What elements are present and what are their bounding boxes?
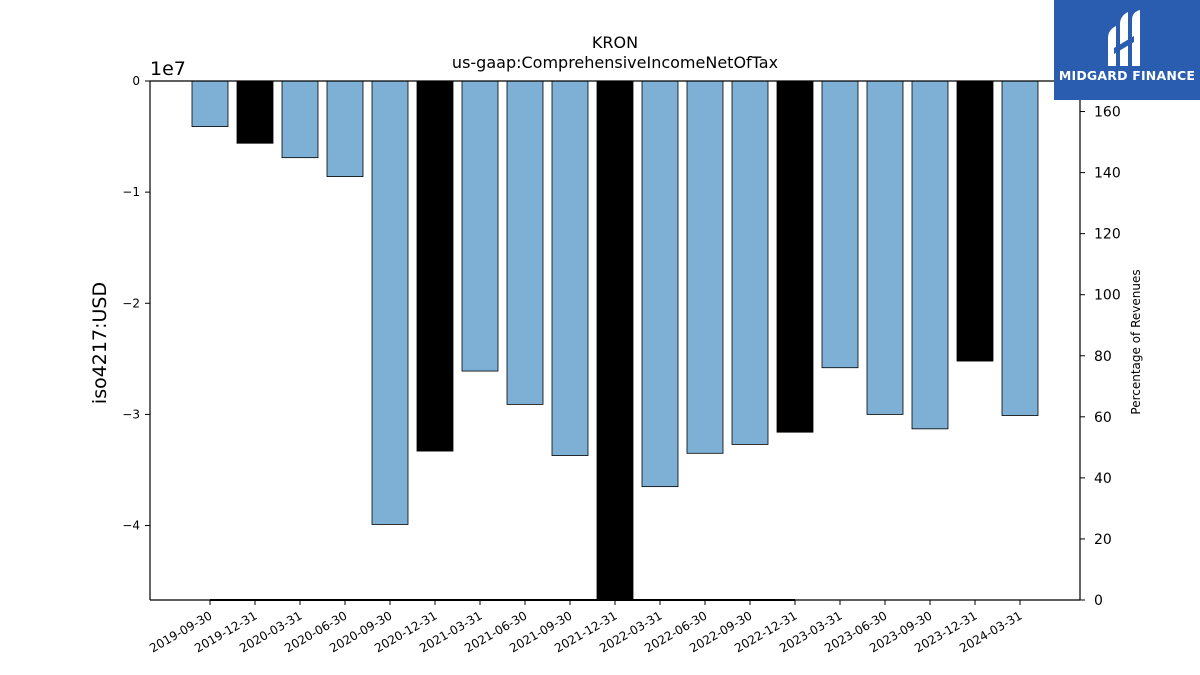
y2-tick-label: 40 [1094,471,1112,487]
bar-2019-12-31 [236,80,274,144]
bars-group [191,80,1039,601]
bar-2024-03-31 [1001,80,1039,416]
bar-2020-12-31 [416,80,454,452]
y2-tick-label: 0 [1094,593,1103,609]
logo-mark-icon [1108,10,1140,66]
chart-title: KRON [592,33,638,52]
y2-axis-label: Percentage of Revenues [1129,269,1143,414]
bar-2021-09-30 [551,80,589,456]
y-tick-label: −3 [122,407,140,421]
y-tick-label: −4 [122,519,140,533]
bar-2023-09-30 [911,80,949,430]
bar-2021-06-30 [506,80,544,405]
midgard-finance-logo: MIDGARD FINANCE [1054,0,1200,100]
bar-2022-09-30 [731,80,769,445]
logo-wordmark: MIDGARD FINANCE [1058,68,1196,83]
y-tick-label: 0 [132,74,140,88]
y2-tick-label: 140 [1094,166,1121,182]
y2-tick-label: 80 [1094,349,1112,365]
y2-tick-label: 160 [1094,105,1121,121]
bar-2023-03-31 [821,80,859,369]
bar-2020-03-31 [281,80,319,159]
bar-2020-09-30 [371,80,409,525]
bar-2021-12-31 [596,80,634,601]
y-tick-label: −2 [122,296,140,310]
bar-2023-06-30 [866,80,904,415]
y2-tick-label: 120 [1094,227,1121,243]
y-axis-label: iso4217:USD [89,282,111,404]
chart-subtitle: us-gaap:ComprehensiveIncomeNetOfTax [452,53,778,72]
y-offset-label: 1e7 [150,58,186,80]
y2-tick-label: 60 [1094,410,1112,426]
y2-tick-label: 20 [1094,532,1112,548]
bar-2022-12-31 [776,80,814,433]
bar-2021-03-31 [461,80,499,372]
y-tick-label: −1 [122,185,140,199]
bar-2023-12-31 [956,80,994,362]
bar-2022-06-30 [686,80,724,454]
y2-tick-label: 100 [1094,288,1121,304]
bar-2019-09-30 [191,80,229,127]
bar-2022-03-31 [641,80,679,488]
bar-2020-06-30 [326,80,364,177]
